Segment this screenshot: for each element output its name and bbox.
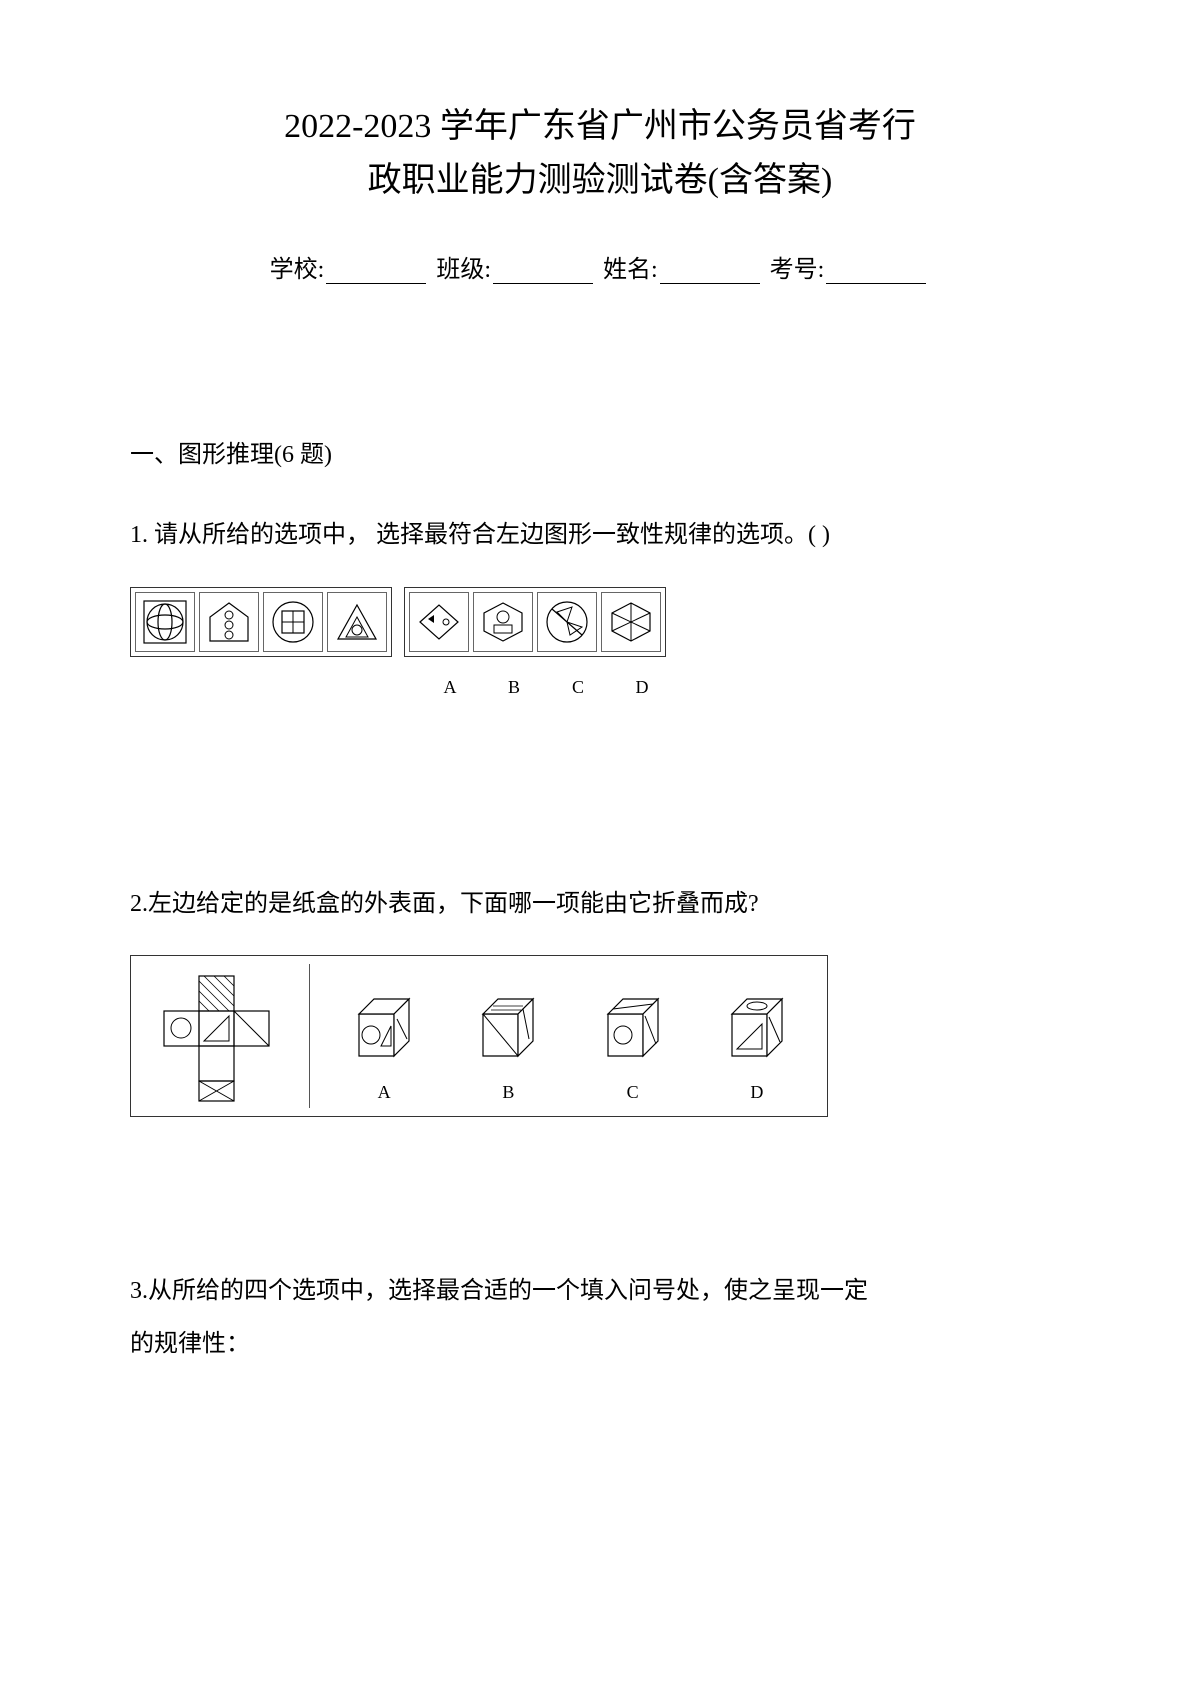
class-label: 班级: <box>436 257 491 283</box>
q2-option-b[interactable]: B <box>463 984 553 1103</box>
name-label: 姓名: <box>603 257 658 283</box>
q2-label-c: C <box>627 1082 639 1103</box>
q1-label-a: A <box>420 677 480 698</box>
question-1-figure: A B C D <box>130 587 1070 698</box>
school-blank[interactable] <box>326 261 426 284</box>
name-blank[interactable] <box>660 261 760 284</box>
title-line-2: 政职业能力测验测试卷(含答案) <box>368 162 833 199</box>
q2-net <box>139 964 310 1108</box>
q3-line-1: 3.从所给的四个选项中，选择最合适的一个填入问号处，使之呈现一定 <box>130 1278 868 1304</box>
q2-label-d: D <box>750 1082 763 1103</box>
question-2-text: 2.左边给定的是纸盒的外表面，下面哪一项能由它折叠而成? <box>130 878 1070 931</box>
q1-label-c: C <box>548 677 608 698</box>
q2-options: A B <box>322 964 819 1108</box>
q1-given-group <box>130 587 392 657</box>
q1-option-labels: A B C D <box>412 677 672 698</box>
school-label: 学校: <box>270 257 325 283</box>
q1-label-d: D <box>612 677 672 698</box>
q1-option-c[interactable] <box>537 592 597 652</box>
q2-option-d[interactable]: D <box>712 984 802 1103</box>
title-line-1: 2022-2023 学年广东省广州市公务员省考行 <box>284 108 916 145</box>
exam-page: 2022-2023 学年广东省广州市公务员省考行 政职业能力测验测试卷(含答案)… <box>0 0 1200 1456</box>
exam-no-label: 考号: <box>770 257 825 283</box>
q3-line-2: 的规律性： <box>130 1331 250 1357</box>
q1-options-group <box>404 587 666 657</box>
question-3-text: 3.从所给的四个选项中，选择最合适的一个填入问号处，使之呈现一定 的规律性： <box>130 1265 1070 1371</box>
exam-no-blank[interactable] <box>826 261 926 284</box>
q1-shape-3 <box>263 592 323 652</box>
class-blank[interactable] <box>493 261 593 284</box>
student-info-line: 学校: 班级: 姓名: 考号: <box>130 249 1070 284</box>
q1-option-b[interactable] <box>473 592 533 652</box>
q1-option-d[interactable] <box>601 592 661 652</box>
section-1-heading: 一、图形推理(6 题) <box>130 434 1070 469</box>
question-2-figure: A B <box>130 955 828 1117</box>
question-1-text: 1. 请从所给的选项中， 选择最符合左边图形一致性规律的选项。( ) <box>130 509 1070 562</box>
page-title: 2022-2023 学年广东省广州市公务员省考行 政职业能力测验测试卷(含答案) <box>130 100 1070 209</box>
q2-label-a: A <box>378 1082 391 1103</box>
q1-label-b: B <box>484 677 544 698</box>
q1-shape-1 <box>135 592 195 652</box>
q2-label-b: B <box>502 1082 514 1103</box>
q2-option-c[interactable]: C <box>588 984 678 1103</box>
q1-option-a[interactable] <box>409 592 469 652</box>
q1-shape-4 <box>327 592 387 652</box>
q2-option-a[interactable]: A <box>339 984 429 1103</box>
q1-shape-2 <box>199 592 259 652</box>
